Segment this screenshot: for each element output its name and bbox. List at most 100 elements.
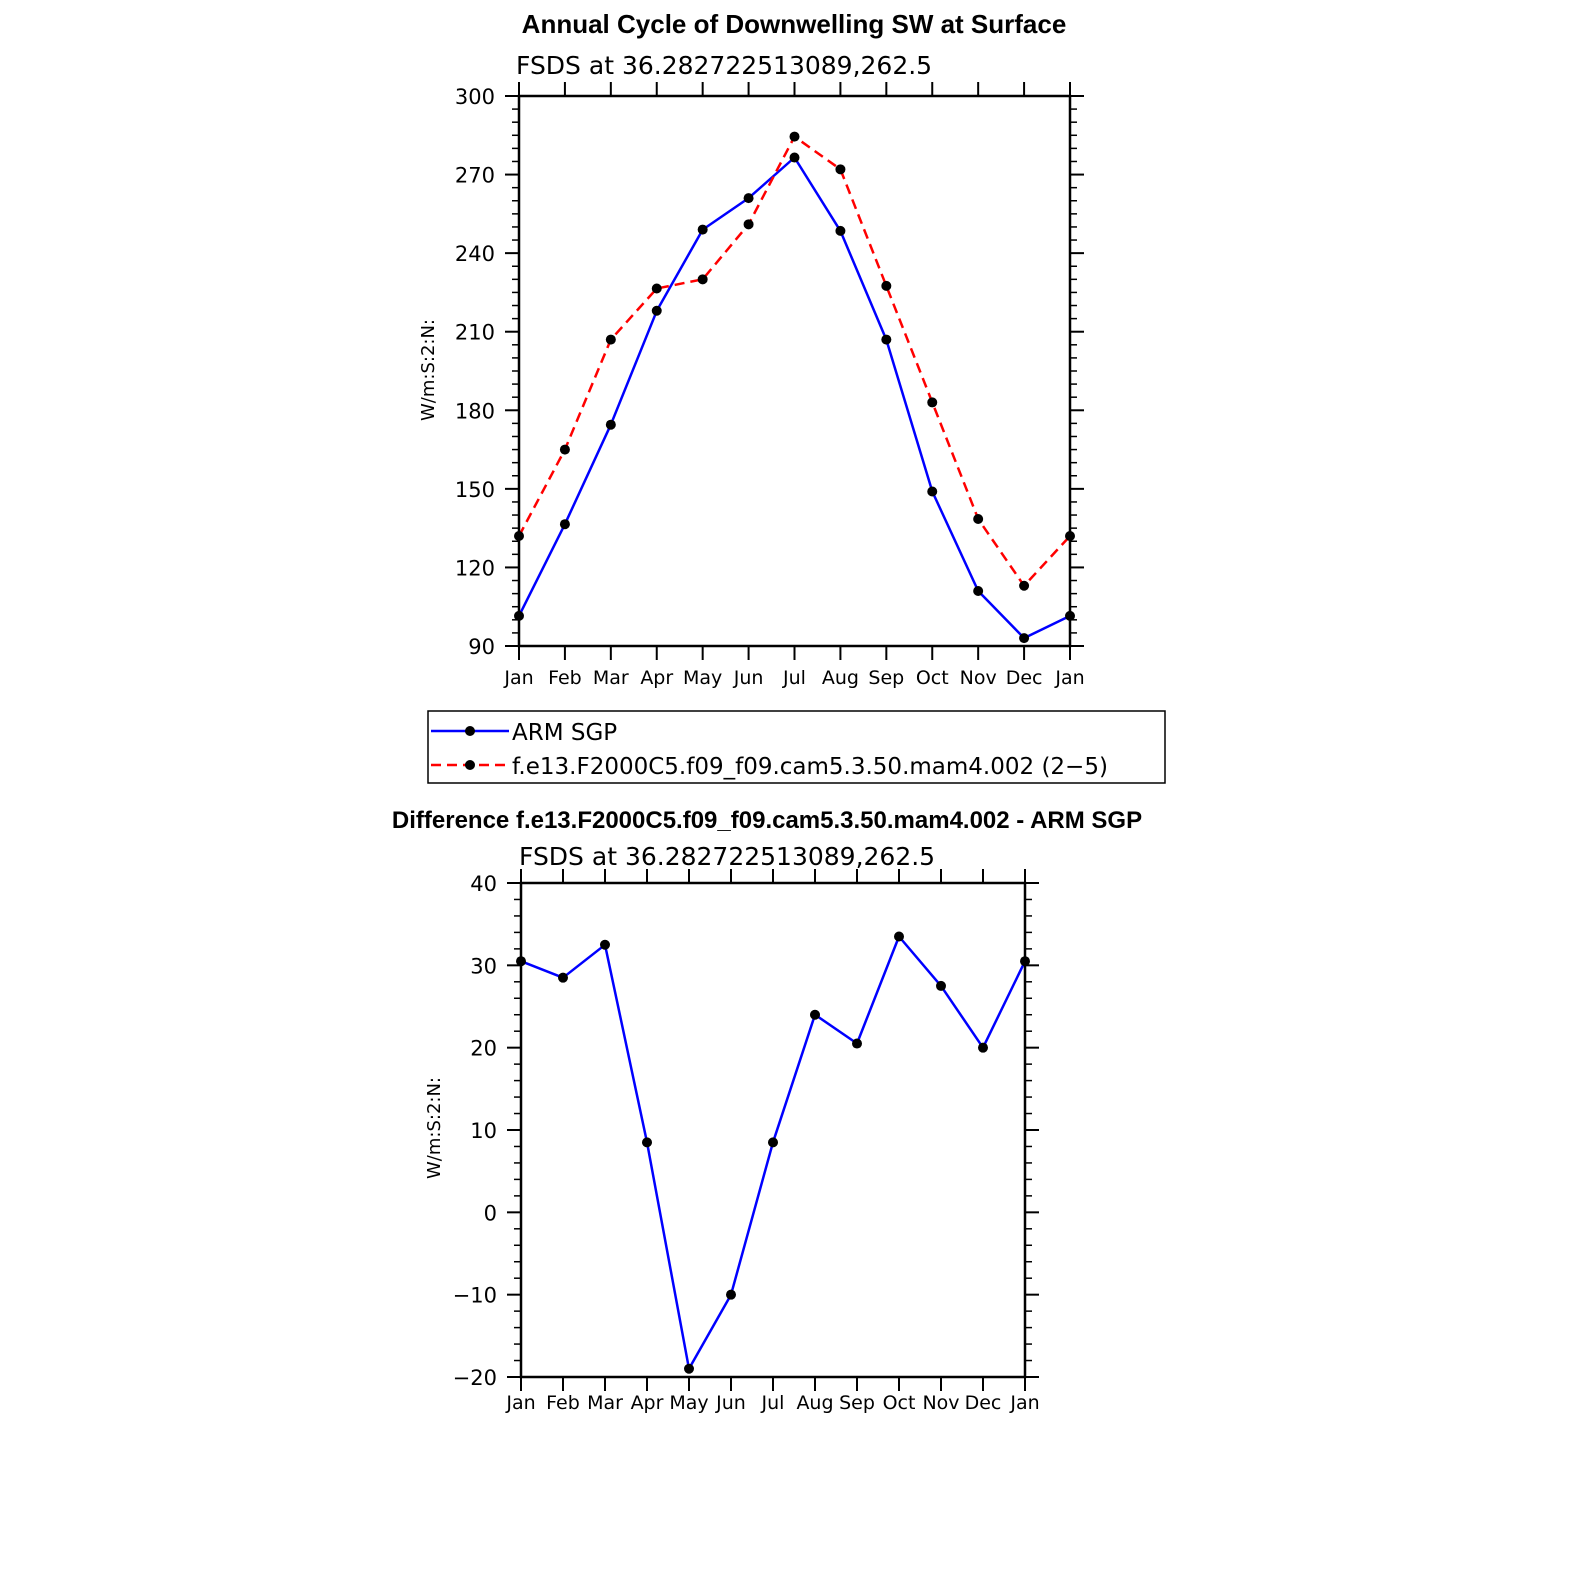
- top-chart-y-tick-label: 90: [468, 635, 495, 659]
- top-chart-x-tick-label: May: [683, 667, 722, 689]
- top-chart-y-tick-label: 210: [455, 321, 495, 345]
- bottom-chart-series-0-line: [520, 935, 1027, 1371]
- legend-box: [427, 710, 1166, 784]
- bottom-chart-ylabel: W/m:S:2:N:: [424, 1077, 445, 1179]
- bottom-chart-x-tick-label: Feb: [546, 1392, 580, 1414]
- bottom-chart-series-0-point: [726, 1289, 736, 1300]
- bottom-chart-x-tick-label: Nov: [922, 1392, 959, 1414]
- bottom-chart-x-tick-label: Aug: [796, 1392, 833, 1414]
- bottom-chart-x-tick-label: Jul: [761, 1392, 785, 1414]
- legend-label-model: f.e13.F2000C5.f09_f09.cam5.3.50.mam4.002…: [512, 754, 1108, 780]
- bottom-chart-series-0-point: [978, 1042, 988, 1053]
- bottom-chart-x-tick-label: Dec: [965, 1392, 1002, 1414]
- legend-marker-arm-sgp: [465, 726, 475, 736]
- top-chart-series-1-point: [514, 531, 524, 541]
- bottom-chart-series-0-point: [684, 1363, 694, 1374]
- top-chart-series-1-point: [1019, 580, 1030, 591]
- top-chart-series-1-point: [1065, 531, 1075, 541]
- top-chart-x-tick-label: Jun: [733, 667, 764, 689]
- legend-marker-model: [465, 760, 475, 770]
- bottom-chart-ticks: [507, 869, 1039, 1391]
- top-chart-legend: ARM SGP f.e13.F2000C5.f09_f09.cam5.3.50.…: [427, 710, 1166, 784]
- top-chart-series-1-point: [835, 164, 846, 175]
- top-chart-x-tick-label: Oct: [916, 667, 949, 689]
- bottom-chart-frame: [519, 881, 1027, 1379]
- top-chart-y-tick-label: 120: [455, 556, 495, 580]
- top-chart-series-0-point: [835, 225, 846, 236]
- top-chart-x-tick-labels: Jan Feb Mar Apr May Jun Jul Aug Sep Oct Nov Dec Jan: [503, 667, 1084, 689]
- top-chart-series-0-point: [605, 419, 616, 430]
- top-chart-series-0-point: [743, 193, 754, 204]
- top-chart-series: [514, 131, 1075, 644]
- bottom-chart-x-tick-label: Sep: [839, 1392, 875, 1414]
- top-chart-x-tick-label: Sep: [868, 667, 904, 689]
- top-chart-series-0-point: [1019, 633, 1030, 644]
- top-chart-x-tick-label: Feb: [548, 667, 582, 689]
- top-chart: Annual Cycle of Downwelling SW at Surfac…: [418, 9, 1166, 784]
- top-chart-ylabel: W/m:S:2:N:: [418, 319, 439, 421]
- top-chart-series-0-line: [517, 156, 1071, 640]
- bottom-chart-x-tick-label: Jan: [1009, 1392, 1039, 1414]
- bottom-chart-x-tick-labels: Jan Feb Mar Apr May Jun Jul Aug Sep Oct Nov Dec Jan: [505, 1392, 1039, 1414]
- bottom-chart-y-tick-label: −20: [453, 1366, 497, 1390]
- top-chart-series-0-point: [881, 334, 892, 345]
- top-chart-series-0-point: [697, 224, 708, 235]
- legend-label-arm-sgp: ARM SGP: [512, 720, 617, 746]
- bottom-chart: Difference f.e13.F2000C5.f09_f09.cam5.3.…: [392, 807, 1142, 1414]
- top-chart-series-1-point: [881, 280, 892, 291]
- bottom-chart-y-tick-label: 40: [470, 872, 497, 896]
- top-chart-y-tick-label: 240: [455, 242, 495, 266]
- top-chart-y-tick-label: 270: [455, 164, 495, 188]
- bottom-chart-y-tick-label: 30: [470, 954, 497, 978]
- top-chart-x-tick-label: Aug: [822, 667, 859, 689]
- bottom-chart-y-tick-label: 0: [484, 1201, 497, 1225]
- top-chart-series-1-line: [517, 135, 1071, 588]
- top-chart-subtitle: FSDS at 36.282722513089,262.5: [516, 51, 932, 80]
- bottom-chart-x-tick-label: Jun: [715, 1392, 746, 1414]
- bottom-chart-series-0-point: [894, 931, 904, 942]
- top-chart-series-0-point: [559, 519, 570, 530]
- top-chart-series-1-point: [973, 513, 984, 524]
- top-chart-series-0-point: [514, 610, 524, 621]
- bottom-chart-series-0-point: [1020, 956, 1030, 967]
- bottom-chart-x-tick-label: May: [669, 1392, 708, 1414]
- bottom-chart-x-tick-label: Mar: [587, 1392, 623, 1414]
- top-chart-series-1-point: [789, 131, 800, 142]
- bottom-chart-series-0-point: [768, 1137, 778, 1148]
- top-chart-series-1-point: [605, 334, 616, 345]
- bottom-chart-series-0-point: [810, 1009, 820, 1020]
- top-chart-x-tick-label: Dec: [1006, 667, 1043, 689]
- top-chart-x-tick-label: Apr: [640, 667, 673, 689]
- bottom-chart-series-0-point: [600, 939, 610, 950]
- top-chart-y-tick-label: 150: [455, 478, 495, 502]
- bottom-chart-y-tick-label: 20: [470, 1037, 497, 1061]
- bottom-chart-y-tick-labels: −20 −10 0 10 20 30 40: [453, 872, 497, 1390]
- top-chart-series-1-point: [697, 274, 708, 285]
- top-chart-series-1-point: [927, 397, 938, 408]
- top-chart-x-tick-label: Jan: [1054, 667, 1084, 689]
- bottom-chart-series-0-point: [852, 1038, 862, 1049]
- bottom-chart-y-tick-label: 10: [470, 1119, 497, 1143]
- bottom-chart-series-0-point: [936, 980, 946, 991]
- top-chart-title: Annual Cycle of Downwelling SW at Surfac…: [522, 9, 1067, 39]
- top-chart-series-0-point: [789, 152, 800, 163]
- top-chart-y-tick-label: 300: [455, 85, 495, 109]
- top-chart-x-tick-label: Jul: [782, 667, 806, 689]
- bottom-chart-subtitle: FSDS at 36.282722513089,262.5: [519, 842, 935, 871]
- top-chart-x-tick-label: Jan: [503, 667, 533, 689]
- top-chart-series-1-point: [743, 219, 754, 230]
- bottom-chart-series-0-point: [642, 1137, 652, 1148]
- top-chart-frame: [517, 94, 1072, 648]
- top-chart-y-tick-label: 180: [455, 399, 495, 423]
- bottom-chart-x-tick-label: Oct: [883, 1392, 916, 1414]
- top-chart-series-1-point: [559, 444, 570, 455]
- top-chart-series-0-point: [1065, 610, 1075, 621]
- bottom-chart-series-0-point: [516, 956, 526, 967]
- top-chart-x-tick-label: Mar: [593, 667, 629, 689]
- bottom-chart-series: [516, 931, 1030, 1374]
- top-chart-series-0-point: [651, 305, 662, 316]
- bottom-chart-series-0-point: [558, 972, 568, 983]
- top-chart-ticks: [505, 82, 1084, 660]
- bottom-chart-x-tick-label: Jan: [505, 1392, 535, 1414]
